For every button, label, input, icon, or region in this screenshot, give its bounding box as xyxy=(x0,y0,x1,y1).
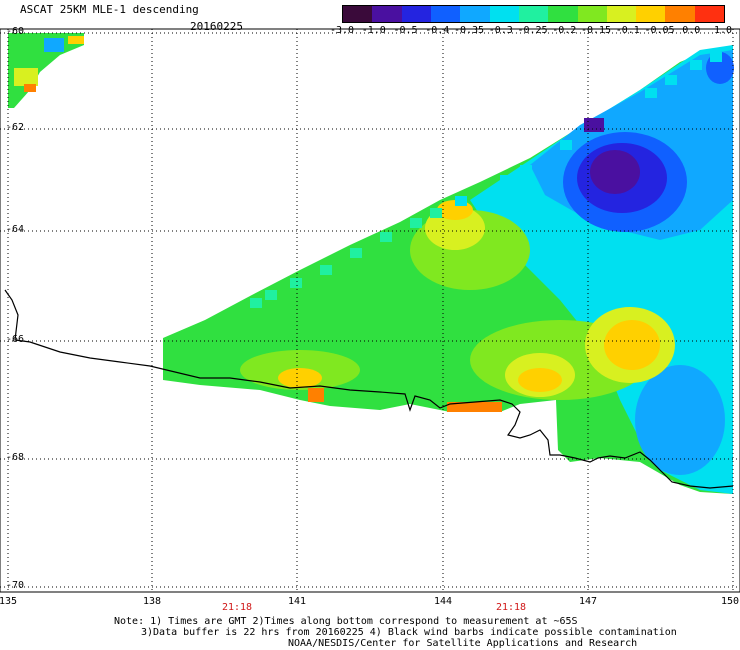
lon-label: 150 xyxy=(720,596,740,607)
colorbar-tick-label: -0.3 xyxy=(488,25,513,36)
lat-label: -60 xyxy=(6,26,25,37)
field-corner-orange xyxy=(68,36,84,44)
note-line-1: Note: 1) Times are GMT 2)Times along bot… xyxy=(114,616,578,627)
colorbar-segment xyxy=(489,6,519,22)
field-orange-max xyxy=(604,320,660,370)
colorbar-tick-label: -0.4 xyxy=(425,25,450,36)
lat-label: -64 xyxy=(6,224,25,235)
colorbar-tick-label: -0.15 xyxy=(580,25,612,36)
colorbar-segment xyxy=(694,6,725,22)
field-purple-cell xyxy=(584,118,604,132)
field-cell xyxy=(290,278,302,288)
colorbar-segment xyxy=(460,6,490,22)
field-cell xyxy=(520,165,532,175)
note-line-3: NOAA/NESDIS/Center for Satellite Applica… xyxy=(288,638,638,649)
colorbar-segment xyxy=(372,6,402,22)
field-corner-blue xyxy=(44,38,64,52)
field-red-strip xyxy=(447,402,502,412)
colorbar-segment xyxy=(518,6,549,22)
field-corner-yellow xyxy=(14,68,38,86)
field-cell xyxy=(350,248,362,258)
coastline-line xyxy=(4,289,734,489)
colorbar xyxy=(342,5,725,23)
lon-label: 135 xyxy=(0,596,18,607)
field-cell xyxy=(710,52,722,62)
lon-label: 147 xyxy=(578,596,598,607)
product-title: ASCAT 25KM MLE-1 descending xyxy=(20,3,199,16)
colorbar-tick-label: 0.0 xyxy=(682,25,701,36)
field-cell xyxy=(690,60,702,70)
lon-label: 144 xyxy=(433,596,453,607)
colorbar-segment xyxy=(430,6,461,22)
lon-label: 141 xyxy=(287,596,307,607)
field-cell xyxy=(265,290,277,300)
colorbar-segment xyxy=(636,6,666,22)
field-cell xyxy=(430,208,442,218)
colorbar-labels: -3.0 -1.0 -0.5 -0.4 -0.35 -0.3 -0.25 -0.2 -0.15-… xyxy=(329,25,734,37)
map-frame xyxy=(0,28,740,593)
product-date: 20160225 xyxy=(190,20,243,33)
time-label: 21:18 xyxy=(495,602,527,613)
wind-field-shading xyxy=(8,33,734,494)
note-line-2: 3)Data buffer is 22 hrs from 20160225 4)… xyxy=(141,627,677,638)
colorbar-segment xyxy=(401,6,431,22)
field-purple-core xyxy=(590,150,640,194)
colorbar-tick-label: -0.05 xyxy=(644,25,675,36)
field-cell xyxy=(410,218,422,228)
colorbar-tick-label: -0.35 xyxy=(453,25,485,36)
field-cell xyxy=(320,265,332,275)
lat-label: -66 xyxy=(6,334,25,345)
lon-label: 138 xyxy=(142,596,162,607)
field-cell xyxy=(665,75,677,85)
field-corner-red xyxy=(24,84,36,92)
colorbar-segment xyxy=(577,6,607,22)
field-cell xyxy=(560,140,572,150)
colorbar-segment xyxy=(343,6,373,22)
time-label: 21:18 xyxy=(221,602,253,613)
coastline xyxy=(4,289,734,489)
lat-label: -62 xyxy=(6,122,25,133)
lat-label: -70 xyxy=(6,580,25,591)
colorbar-tick-label: -0.1 xyxy=(615,25,640,36)
graticule-grid xyxy=(0,29,740,592)
colorbar-segment xyxy=(665,6,695,22)
colorbar-tick-label: -0.2 xyxy=(552,25,577,36)
field-cell xyxy=(500,175,512,185)
lat-label: -68 xyxy=(6,452,25,463)
colorbar-tick-label: -0.25 xyxy=(517,25,548,36)
colorbar-tick-label: -1.0 xyxy=(361,25,386,36)
field-red-cell xyxy=(308,388,324,402)
field-lightblue-south xyxy=(635,365,725,475)
colorbar-segment xyxy=(606,6,637,22)
colorbar-tick-label: -3.0 xyxy=(329,25,355,36)
field-orange-east xyxy=(518,368,562,392)
colorbar-segment xyxy=(548,6,578,22)
field-orange-west xyxy=(278,368,322,388)
field-cell xyxy=(645,88,657,98)
colorbar-tick-label: 1.0 xyxy=(713,25,733,36)
field-cell xyxy=(455,196,467,206)
field-cell xyxy=(250,298,262,308)
colorbar-tick-label: -0.5 xyxy=(393,25,418,36)
field-cell xyxy=(380,232,392,242)
